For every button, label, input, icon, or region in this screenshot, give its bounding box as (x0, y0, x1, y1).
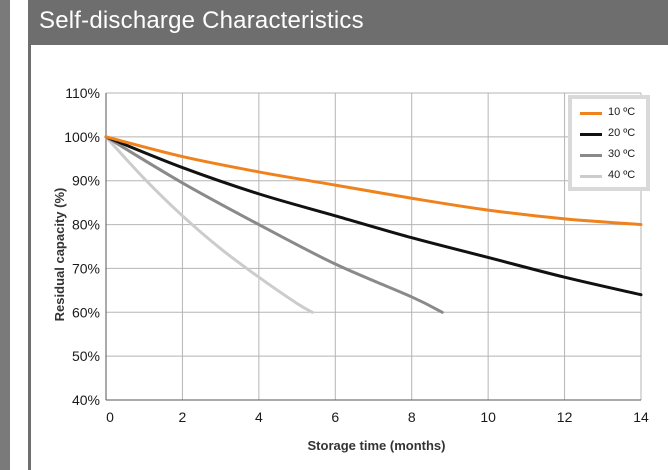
legend-label: 40 ºC (608, 169, 636, 181)
legend-label: 10 ºC (608, 106, 636, 118)
chart-legend: 10 ºC 20 ºC 30 ºC 40 ºC (568, 95, 650, 191)
x-tick-label: 10 (480, 409, 496, 425)
legend-swatch (580, 175, 602, 178)
left-border-bar (0, 0, 10, 470)
y-tick-label: 70% (72, 260, 100, 276)
chart-panel: Self-discharge Characteristics (28, 0, 668, 470)
x-tick-label: 12 (557, 409, 573, 425)
y-tick-label: 80% (72, 217, 100, 233)
y-tick-label: 110% (65, 85, 100, 101)
y-tick-label: 50% (72, 348, 100, 364)
legend-item: 20 ºC (578, 126, 648, 142)
x-tick-label: 6 (331, 409, 339, 425)
chart-title: Self-discharge Characteristics (39, 7, 364, 34)
x-axis-title: Storage time (months) (308, 438, 446, 453)
legend-swatch (580, 154, 602, 157)
x-tick-label: 2 (179, 409, 187, 425)
y-tick-label: 90% (72, 173, 100, 189)
y-tick-label: 40% (72, 392, 100, 408)
legend-label: 30 ºC (608, 148, 636, 160)
legend-item: 40 ºC (578, 168, 648, 184)
y-tick-label: 60% (72, 304, 100, 320)
legend-item: 10 ºC (578, 105, 648, 121)
chart-header: Self-discharge Characteristics (31, 0, 668, 45)
legend-swatch (580, 133, 602, 136)
legend-swatch (580, 112, 602, 115)
x-tick-label: 4 (255, 409, 263, 425)
y-tick-label: 100% (64, 129, 100, 145)
y-axis-title: Residual capacity (%) (52, 188, 67, 322)
legend-label: 20 ºC (608, 127, 636, 139)
series-line-20c (104, 135, 643, 297)
series-line-40c (104, 135, 314, 314)
series-line-30c (104, 135, 444, 314)
x-tick-label: 14 (633, 409, 649, 425)
x-tick-label: 8 (408, 409, 416, 425)
x-tick-label: 0 (106, 409, 114, 425)
series-line-10c (104, 135, 643, 227)
grid-lines (105, 92, 642, 401)
legend-item: 30 ºC (578, 147, 648, 163)
